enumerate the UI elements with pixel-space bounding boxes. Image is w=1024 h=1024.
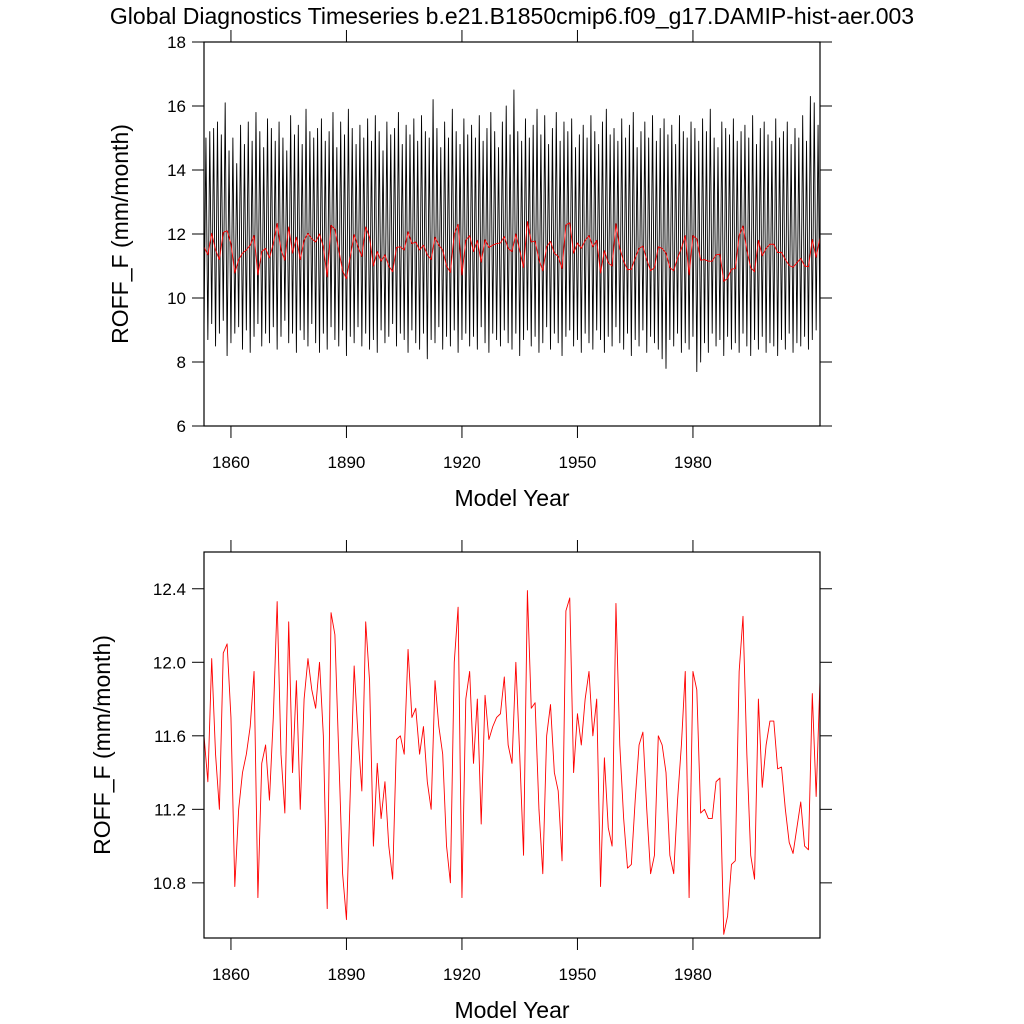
x-axis-label: Model Year — [454, 485, 569, 511]
y-tick-label: 12.0 — [153, 653, 186, 672]
x-tick-label: 1920 — [443, 453, 481, 472]
y-tick-label: 12.4 — [153, 580, 186, 599]
data-line — [203, 89, 821, 373]
x-tick-label: 1920 — [443, 965, 481, 984]
data-line — [203, 221, 821, 282]
x-axis-label: Model Year — [454, 997, 569, 1023]
y-tick-label: 8 — [177, 353, 186, 372]
x-tick-label: 1860 — [212, 965, 250, 984]
x-tick-label: 1950 — [559, 965, 597, 984]
y-axis-label: ROFF_F (mm/month) — [89, 635, 115, 855]
y-tick-label: 12 — [167, 225, 186, 244]
x-tick-label: 1890 — [328, 453, 366, 472]
x-tick-label: 1860 — [212, 453, 250, 472]
x-tick-label: 1980 — [674, 965, 712, 984]
y-tick-label: 11.2 — [154, 800, 186, 819]
y-axis-label: ROFF_F (mm/month) — [107, 124, 133, 344]
y-tick-label: 6 — [177, 417, 186, 436]
plot-frame — [203, 551, 821, 939]
x-tick-label: 1890 — [328, 965, 366, 984]
y-tick-label: 10.8 — [153, 874, 186, 893]
x-tick-label: 1950 — [559, 453, 597, 472]
y-tick-label: 14 — [167, 161, 186, 180]
chart-title: Global Diagnostics Timeseries b.e21.B185… — [110, 3, 914, 29]
y-tick-label: 10 — [167, 289, 186, 308]
x-tick-label: 1980 — [674, 453, 712, 472]
data-line — [203, 590, 821, 935]
y-tick-label: 18 — [167, 33, 186, 52]
plot-frame — [203, 41, 821, 427]
y-tick-label: 16 — [167, 97, 186, 116]
y-tick-label: 11.6 — [154, 727, 186, 746]
